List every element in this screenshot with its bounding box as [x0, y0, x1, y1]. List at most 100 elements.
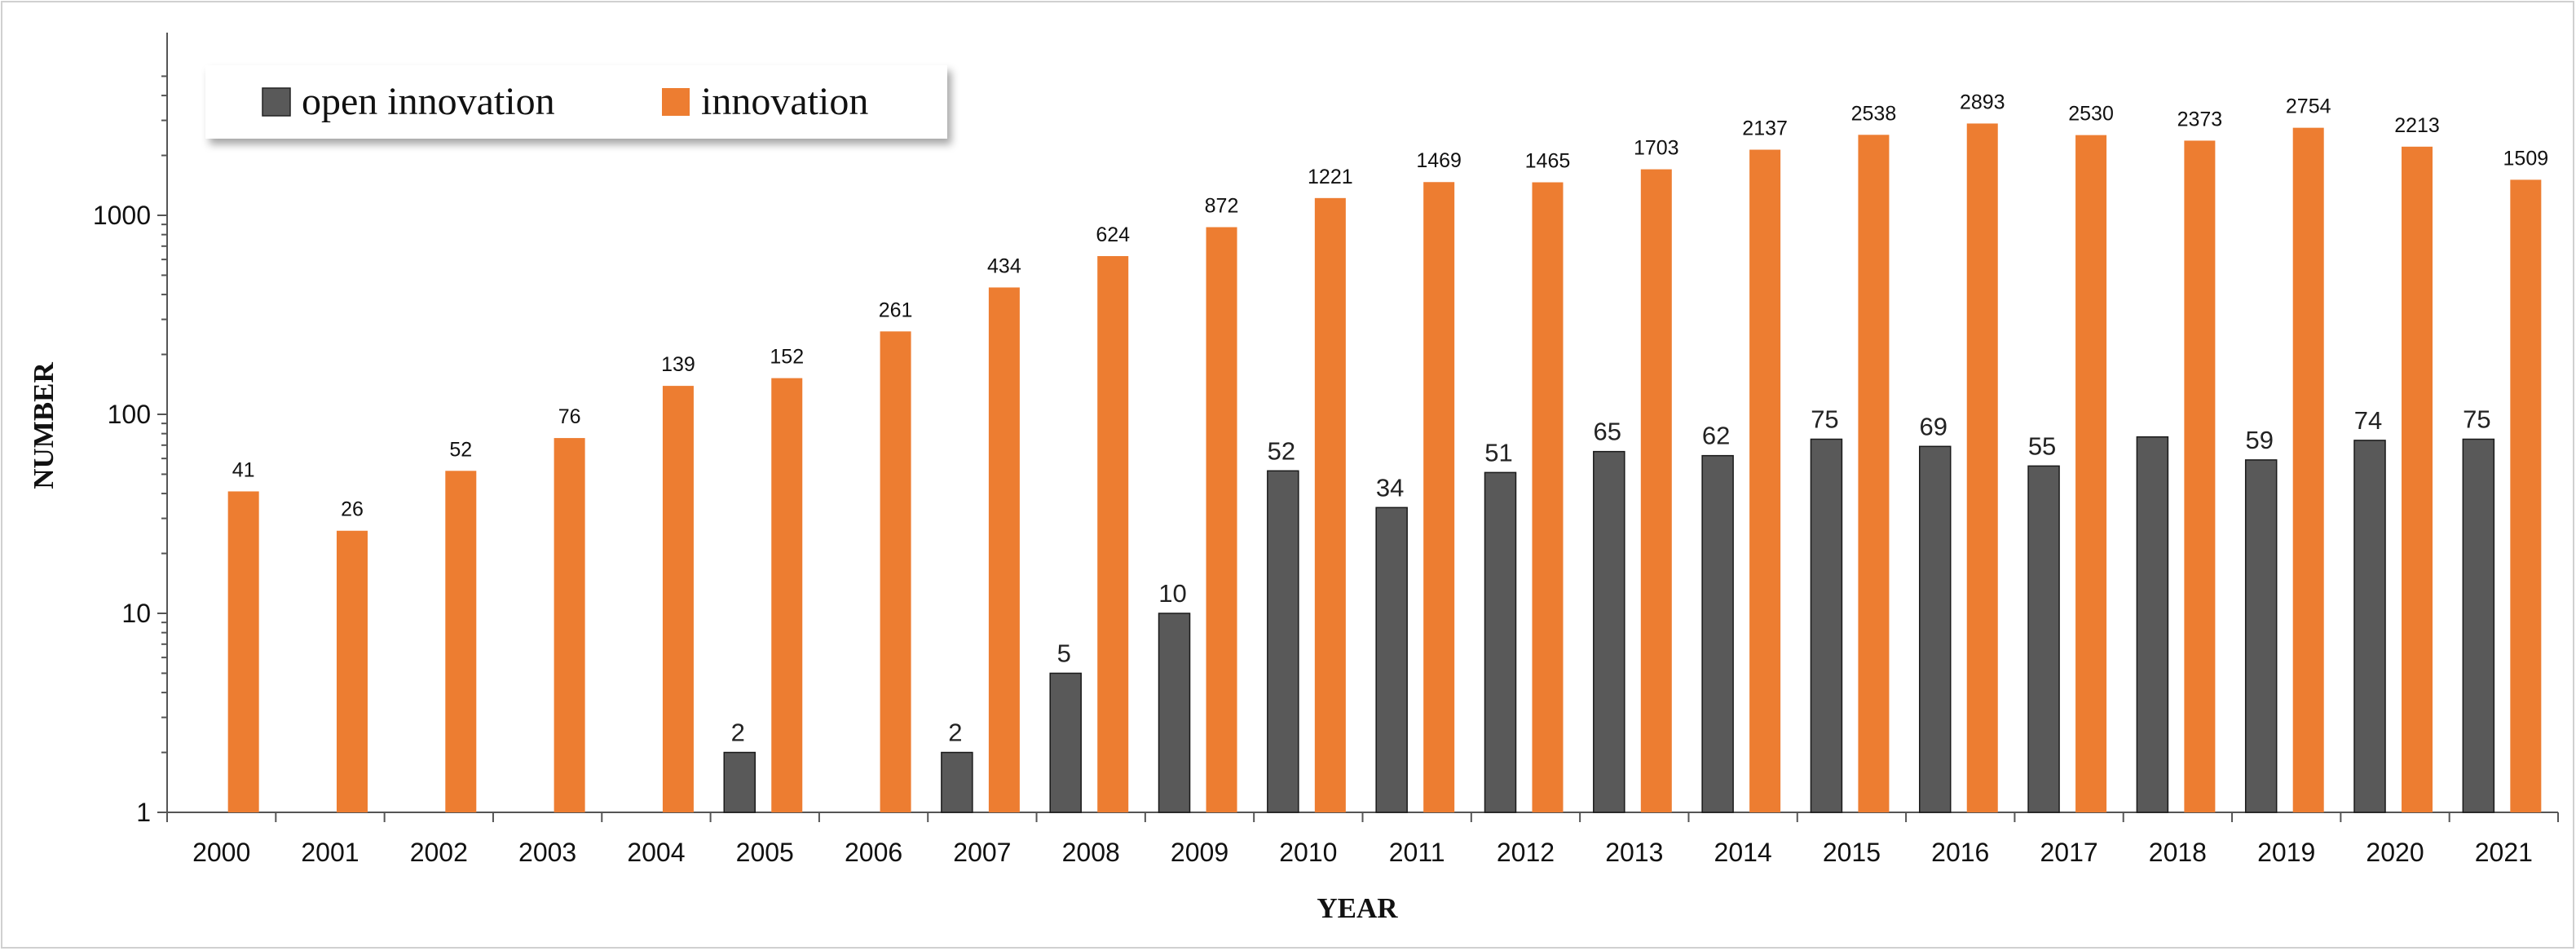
bar-open-innovation: [1049, 672, 1082, 813]
bar-innovation: [1532, 182, 1564, 812]
data-label-open-innovation: 55: [2028, 431, 2056, 460]
bar-innovation: [2075, 135, 2107, 812]
data-label-open-innovation: 5: [1057, 639, 1071, 667]
data-label-innovation: 26: [341, 498, 364, 521]
bar-innovation: [1423, 182, 1455, 812]
bar-open-innovation: [2353, 440, 2386, 813]
data-label-innovation: 152: [770, 346, 804, 369]
x-tick-label: 2014: [1714, 838, 1772, 867]
data-label-innovation: 872: [1205, 195, 1239, 218]
bar-open-innovation: [1158, 613, 1191, 813]
legend-label-open-innovation: open innovation: [302, 80, 555, 123]
data-label-innovation: 624: [1096, 223, 1130, 246]
bar-open-innovation: [2244, 459, 2278, 813]
bar-innovation: [227, 491, 259, 812]
bar-innovation: [1858, 135, 1890, 812]
data-label-innovation: 76: [558, 405, 581, 428]
x-axis-title: YEAR: [1317, 892, 1398, 924]
legend-swatch-innovation: [662, 88, 690, 116]
data-labels: 41 26 52 76 139 2 152 261 2 434 5 624 10 872 52 1221 34 1…: [232, 91, 2548, 746]
data-label-innovation: 2538: [1851, 102, 1897, 125]
data-label-open-innovation: 2: [948, 719, 962, 747]
data-label-innovation: 1465: [1525, 150, 1571, 173]
x-tick-label: 2015: [1823, 838, 1881, 867]
x-tick-label: 2005: [736, 838, 794, 867]
legend-swatch-open-innovation: [262, 87, 291, 117]
data-label-open-innovation: 52: [1268, 436, 1295, 465]
x-tick-label: 2002: [410, 838, 468, 867]
data-label-innovation: 2213: [2394, 114, 2440, 137]
x-tick-label: 2017: [2040, 838, 2097, 867]
bar-open-innovation: [2027, 465, 2060, 813]
data-label-innovation: 52: [449, 438, 472, 461]
x-tick-label: 2019: [2257, 838, 2315, 867]
bar-open-innovation: [2462, 438, 2495, 813]
data-label-innovation: 139: [661, 353, 695, 376]
data-label-innovation: 1509: [2503, 147, 2549, 170]
bar-innovation: [2402, 146, 2433, 813]
bar-open-innovation: [941, 751, 973, 813]
x-tick-label: 2004: [627, 838, 685, 867]
data-label-open-innovation: 74: [2354, 406, 2382, 435]
bar-innovation: [1749, 149, 1781, 812]
bar-innovation: [554, 438, 585, 812]
data-label-innovation: 2530: [2068, 103, 2114, 126]
bar-innovation: [1966, 123, 1998, 813]
legend-box: [205, 65, 947, 139]
x-tick-label: 2000: [192, 838, 250, 867]
bar-innovation: [2184, 140, 2216, 812]
legend-label-innovation: innovation: [701, 80, 868, 123]
data-label-innovation: 2373: [2177, 108, 2223, 130]
data-label-open-innovation: 75: [1811, 405, 1838, 433]
bar-innovation: [988, 287, 1020, 812]
data-label-open-innovation: 34: [1376, 473, 1404, 502]
bar-open-innovation: [1701, 454, 1734, 813]
x-tick-label: 2013: [1605, 838, 1663, 867]
x-tick-label: 2008: [1062, 838, 1120, 867]
x-tick-label: 2020: [2366, 838, 2424, 867]
y-tick-label: 100: [108, 400, 151, 429]
bar-innovation: [1640, 169, 1672, 813]
bar-innovation: [771, 378, 803, 813]
data-label-innovation: 2893: [1960, 91, 2005, 113]
y-tick-label: 1000: [93, 201, 151, 230]
x-tick-label: 2018: [2149, 838, 2207, 867]
bar-innovation: [880, 331, 911, 812]
bar-open-innovation: [1919, 445, 1952, 813]
data-label-open-innovation: 62: [1702, 422, 1730, 450]
bar-innovation: [1097, 255, 1129, 812]
y-axis-title: NUMBER: [28, 362, 60, 489]
x-tick-label: 2007: [953, 838, 1011, 867]
x-tick-label: 2012: [1497, 838, 1555, 867]
bar-open-innovation: [1375, 506, 1408, 813]
data-label-open-innovation: 59: [2245, 426, 2273, 454]
data-label-open-innovation: 10: [1158, 579, 1186, 608]
data-label-innovation: 1221: [1308, 166, 1353, 188]
bar-innovation: [2292, 127, 2324, 812]
data-label-innovation: 41: [232, 458, 255, 481]
bar-open-innovation: [1484, 471, 1517, 813]
bar-open-innovation: [1593, 450, 1625, 813]
data-label-innovation: 261: [879, 299, 913, 321]
bar-open-innovation: [1810, 438, 1843, 813]
x-tick-label: 2001: [301, 838, 359, 867]
data-label-innovation: 2754: [2286, 95, 2331, 118]
data-label-open-innovation: 69: [1920, 412, 1947, 440]
bar-open-innovation: [723, 751, 756, 813]
data-label-open-innovation: 75: [2463, 405, 2490, 433]
data-label-innovation: 1469: [1416, 149, 1462, 172]
axes: 1 10 100 1000 2000 2001 2002 2003 2004 2005 2006 20…: [93, 33, 2559, 867]
bar-innovation: [336, 530, 368, 812]
data-label-innovation: 2137: [1742, 117, 1788, 140]
bar-innovation: [662, 386, 694, 813]
data-label-innovation: 434: [987, 254, 1021, 277]
legend: open innovation innovation: [205, 65, 947, 139]
bar-innovation: [1206, 227, 1237, 812]
bar-open-innovation: [1267, 470, 1299, 813]
data-label-open-innovation: 65: [1594, 418, 1621, 446]
x-tick-label: 2006: [845, 838, 902, 867]
bar-open-innovation: [2136, 436, 2169, 813]
x-tick-label: 2021: [2475, 838, 2533, 867]
